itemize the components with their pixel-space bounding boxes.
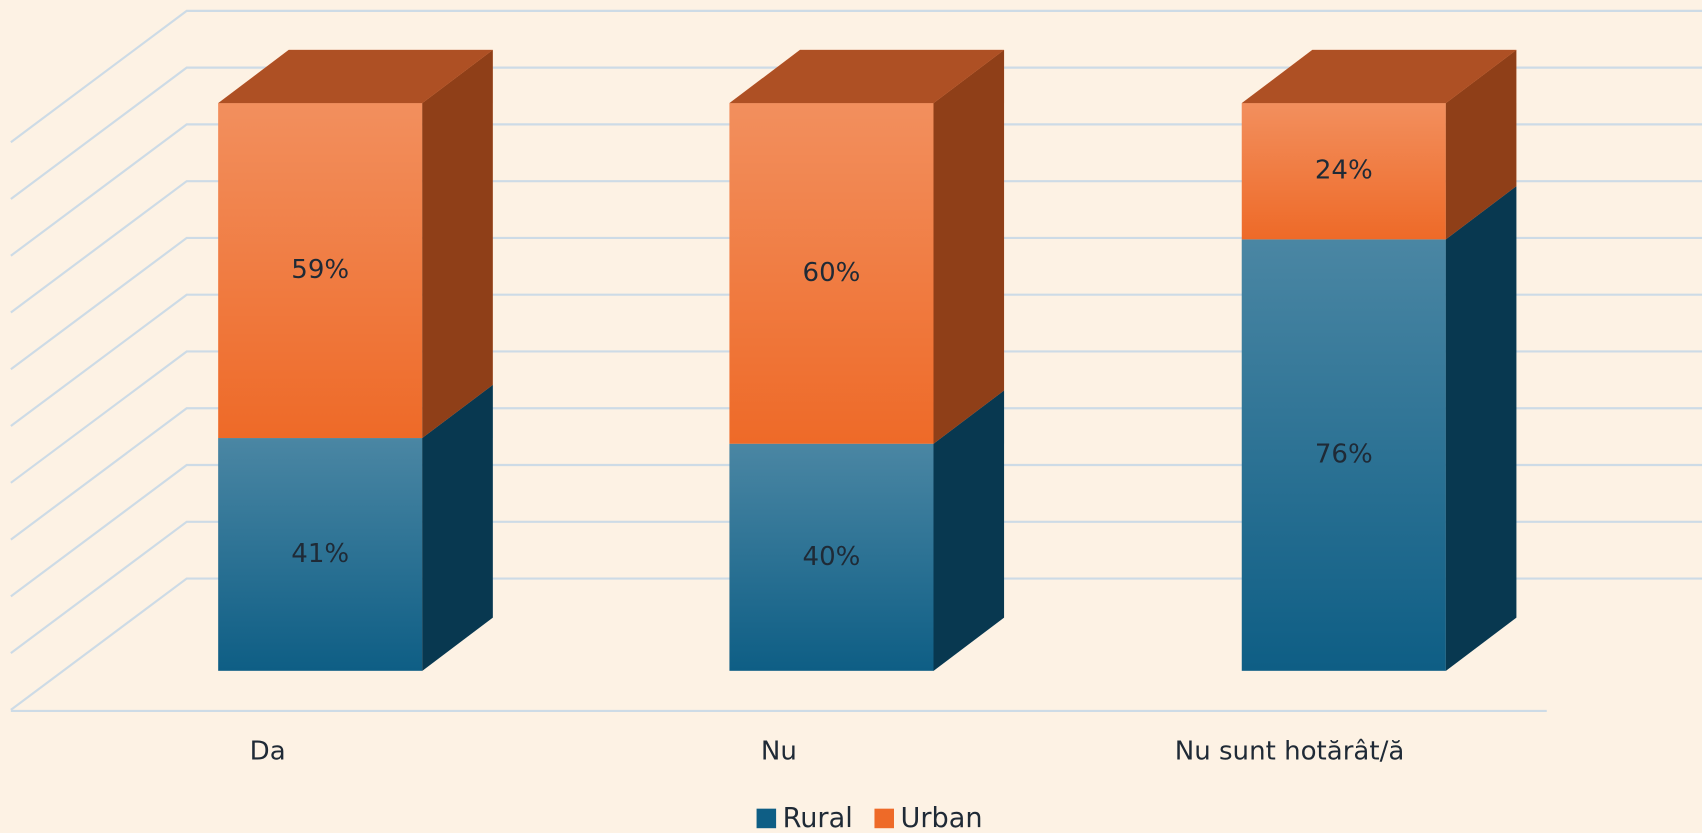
bar-sheen	[729, 103, 934, 444]
grid-line	[10, 577, 1702, 711]
grid-line	[10, 123, 1702, 257]
bar-side	[1445, 186, 1517, 671]
grid-line	[10, 350, 1702, 484]
grid-line	[10, 180, 1702, 314]
bar-side-shade	[422, 384, 493, 671]
data-label: 41%	[291, 539, 349, 569]
data-label: 59%	[291, 255, 349, 285]
grid-line	[10, 293, 1702, 427]
bar-side	[422, 49, 493, 439]
bar-sheen	[1241, 103, 1446, 240]
plot-area: 41% 59% Da 40% 60% Nu 76% 24% Nu sunt hotărât/ă R…	[10, 9, 1702, 833]
bar-top-shade	[218, 49, 493, 104]
bar-side	[933, 390, 1005, 671]
bar-side-shade	[422, 49, 493, 439]
bar-sheen	[1241, 239, 1446, 671]
bar-top-shade	[729, 49, 1005, 104]
grid-line	[10, 407, 1702, 541]
grid-line	[10, 9, 1702, 144]
data-label: 60%	[803, 258, 861, 288]
bar-top-shade	[1241, 49, 1517, 104]
legend-swatch	[756, 808, 777, 829]
bar-sheen	[729, 443, 934, 671]
bar-side-shade	[933, 49, 1005, 444]
x-tick-label: Nu sunt hotărât/ă	[1175, 737, 1405, 767]
bar-side-shade	[1445, 186, 1517, 671]
data-label: 40%	[803, 542, 861, 572]
bar-side-shade	[1445, 49, 1517, 240]
grid-line	[10, 66, 1702, 200]
legend-swatch	[874, 808, 895, 829]
legend-label: Rural	[783, 803, 853, 833]
grid-line	[10, 236, 1702, 371]
bar-side	[933, 49, 1005, 444]
bar-side	[422, 384, 493, 671]
grid-line	[10, 520, 1702, 654]
legend-label: Urban	[901, 803, 983, 833]
data-label: 24%	[1315, 156, 1373, 186]
grid-line	[10, 463, 1702, 598]
bar-sheen	[218, 438, 423, 671]
bar-sheen	[218, 103, 423, 439]
x-tick-label: Da	[250, 737, 286, 767]
bar-side-shade	[933, 390, 1005, 671]
x-tick-label: Nu	[761, 737, 797, 767]
bar-side	[1445, 49, 1517, 240]
data-label: 76%	[1315, 440, 1373, 470]
